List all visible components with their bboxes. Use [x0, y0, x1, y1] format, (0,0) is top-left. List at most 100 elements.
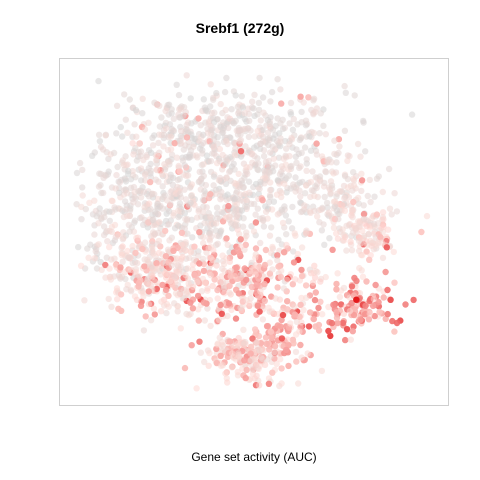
cell-point	[277, 138, 284, 145]
cell-point	[214, 286, 221, 294]
cell-point	[335, 215, 342, 223]
cell-point	[291, 276, 299, 283]
cell-point	[265, 198, 273, 206]
cell-point	[137, 194, 145, 201]
cell-point	[261, 361, 269, 368]
cell-point	[360, 215, 368, 223]
cell-point	[165, 208, 173, 215]
cell-point	[284, 306, 291, 313]
cell-point	[130, 151, 137, 158]
cell-point	[277, 356, 284, 363]
cell-point	[213, 89, 220, 97]
cell-point	[298, 266, 305, 274]
cell-point	[350, 311, 358, 319]
cell-point	[153, 260, 160, 267]
cell-point	[182, 271, 189, 279]
cell-point	[119, 258, 126, 265]
cell-point	[163, 197, 171, 204]
cell-point	[223, 74, 230, 82]
cell-point	[233, 180, 240, 188]
cell-point	[145, 300, 153, 308]
cell-point	[320, 122, 327, 129]
cell-point	[196, 168, 203, 176]
cell-point	[370, 246, 377, 253]
cell-point	[298, 319, 305, 326]
cell-point	[236, 126, 244, 134]
cell-point	[150, 216, 157, 223]
cell-point	[390, 248, 397, 256]
x-axis-label: Gene set activity (AUC)	[191, 450, 317, 464]
cell-point	[277, 86, 284, 93]
cell-point	[298, 244, 306, 251]
cell-point	[147, 149, 155, 156]
cell-point	[151, 278, 158, 285]
cell-point	[154, 200, 161, 208]
cell-point	[141, 256, 148, 263]
cell-point	[223, 137, 230, 145]
cell-point	[279, 311, 287, 319]
cell-point	[285, 362, 292, 370]
cell-point	[207, 244, 215, 251]
cell-point	[168, 262, 176, 269]
cell-point	[278, 365, 285, 372]
cell-point	[372, 240, 379, 247]
cell-point	[327, 189, 334, 197]
cell-point	[270, 198, 278, 205]
cell-point	[203, 152, 211, 159]
cell-point	[222, 157, 230, 164]
cell-point	[135, 283, 142, 290]
cell-point	[286, 140, 293, 148]
cell-point	[154, 229, 162, 236]
cell-point	[204, 305, 211, 312]
cell-point	[187, 199, 194, 207]
cell-point	[214, 210, 221, 217]
cell-point	[162, 253, 170, 260]
cell-point	[132, 107, 140, 114]
cell-point	[365, 230, 372, 238]
cell-point	[319, 311, 326, 318]
cell-point	[75, 243, 82, 251]
cell-point	[325, 303, 332, 311]
cell-point	[207, 81, 214, 88]
cell-point	[291, 311, 299, 318]
cell-point	[344, 157, 351, 165]
cell-point	[162, 286, 170, 294]
cell-point	[260, 133, 267, 140]
cell-point	[220, 285, 228, 292]
cell-point	[188, 192, 195, 200]
cell-point	[218, 273, 225, 280]
cell-point	[227, 220, 235, 227]
cell-point	[388, 211, 395, 218]
cell-point	[195, 306, 202, 313]
cell-point	[333, 280, 340, 288]
cell-point	[170, 212, 177, 219]
cell-point	[182, 196, 190, 203]
cell-point	[316, 219, 323, 226]
cell-point	[193, 214, 201, 221]
cell-point	[287, 111, 295, 118]
cell-point	[216, 233, 223, 240]
cell-point	[358, 170, 365, 177]
cell-point	[273, 360, 280, 368]
cell-point	[239, 104, 247, 111]
cell-point	[350, 169, 357, 176]
cell-point	[290, 115, 297, 123]
cell-point	[178, 140, 185, 147]
cell-point	[323, 199, 331, 207]
cell-point	[296, 328, 303, 335]
cell-point	[91, 197, 98, 204]
cell-point	[111, 255, 118, 262]
cell-point	[331, 150, 338, 158]
cell-point	[167, 171, 174, 178]
cell-point	[137, 152, 144, 160]
cell-point	[324, 204, 331, 211]
cell-point	[247, 267, 254, 275]
cell-point	[372, 234, 379, 241]
cell-point	[170, 247, 177, 254]
cell-point	[274, 76, 281, 83]
cell-point	[372, 281, 379, 289]
cell-point	[112, 185, 119, 192]
cell-point	[259, 127, 266, 134]
cell-point	[267, 249, 275, 256]
cell-point	[197, 349, 204, 356]
